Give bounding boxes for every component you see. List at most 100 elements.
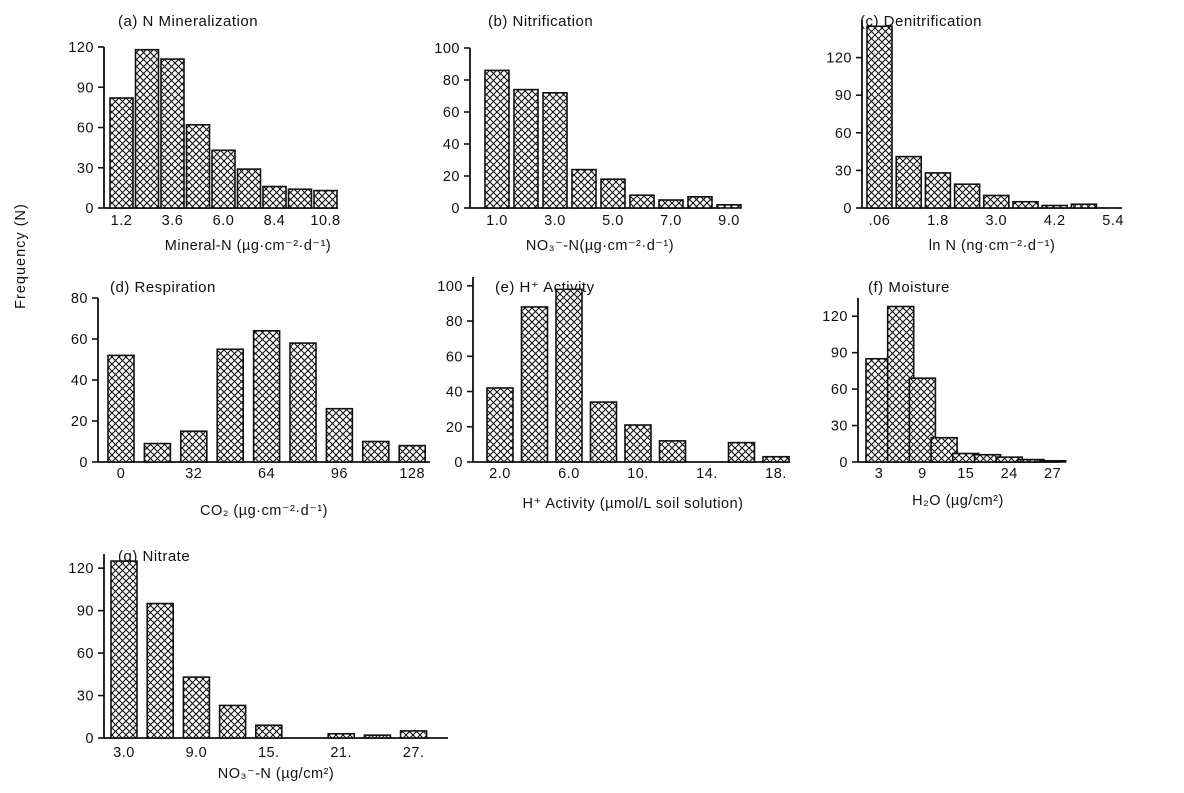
panel-d-y-tick-label: 40 bbox=[71, 373, 88, 389]
panel-a-y-tick-label: 120 bbox=[68, 40, 94, 56]
panel-e-y-tick-label: 40 bbox=[446, 385, 463, 401]
panel-d-title: (d) Respiration bbox=[110, 279, 216, 296]
panel-g-y-tick-label: 30 bbox=[77, 689, 94, 705]
panel-f-y-tick-label: 0 bbox=[839, 455, 848, 471]
panel-d-x-tick-label: 0 bbox=[117, 466, 126, 482]
panel-b-y-tick-label: 0 bbox=[451, 201, 460, 217]
panel-e-bar bbox=[486, 387, 514, 463]
panel-a-mineralization: (a) N Mineralization 0 30 60 90 120 1.2 3.6 6.0… bbox=[68, 13, 340, 254]
panel-e-x-tick-label: 18. bbox=[765, 466, 787, 482]
panel-d-bar bbox=[252, 329, 281, 463]
panel-f-moisture: (f) Moisture 0 30 60 90 120 3 9 15 24 27 H₂O (µg/… bbox=[822, 279, 1067, 509]
panel-e-x-tick-label: 2.0 bbox=[489, 466, 511, 482]
panel-c-y-tick-label: 0 bbox=[843, 201, 852, 217]
panel-b-y-tick-label: 60 bbox=[443, 105, 460, 121]
panel-c-x-axis-label: ln N (ng·cm⁻²·d⁻¹) bbox=[929, 238, 1056, 254]
panel-a-bar bbox=[185, 124, 211, 209]
panel-a-axes: 0 30 60 90 120 1.2 3.6 6.0 8.4 10.8 bbox=[68, 40, 340, 229]
panel-c-bar bbox=[1070, 203, 1098, 209]
panel-f-y-tick-label: 90 bbox=[831, 346, 848, 362]
panel-c-bar bbox=[982, 194, 1010, 209]
panel-f-axes: 0 30 60 90 120 3 9 15 24 27 bbox=[822, 298, 1061, 482]
panel-b-y-tick-label: 80 bbox=[443, 73, 460, 89]
panel-b-x-tick-label: 5.0 bbox=[602, 213, 624, 229]
panel-e-bar bbox=[658, 440, 687, 463]
panel-b-bars bbox=[484, 69, 742, 209]
panel-e-bar bbox=[589, 401, 618, 463]
panel-g-bar bbox=[363, 734, 392, 739]
panel-f-title: (f) Moisture bbox=[868, 279, 950, 296]
panel-g-x-tick-label: 9.0 bbox=[186, 745, 208, 761]
panel-b-x-tick-label: 9.0 bbox=[718, 213, 740, 229]
panel-g-x-tick-label: 15. bbox=[258, 745, 280, 761]
panel-c-x-tick-label: 4.2 bbox=[1044, 213, 1066, 229]
panel-f-bars bbox=[865, 305, 1067, 463]
panel-e-y-tick-label: 0 bbox=[454, 455, 463, 471]
panel-b-x-tick-label: 7.0 bbox=[660, 213, 682, 229]
panel-a-bar bbox=[313, 189, 338, 209]
panel-d-x-tick-label: 64 bbox=[258, 466, 275, 482]
panel-c-bar bbox=[953, 183, 981, 209]
panel-a-y-tick-label: 0 bbox=[85, 201, 94, 217]
panel-a-x-tick-label: 6.0 bbox=[213, 213, 235, 229]
panel-f-x-axis-label: H₂O (µg/cm²) bbox=[912, 493, 1004, 509]
panel-a-bar bbox=[262, 185, 287, 209]
panel-g-bar bbox=[255, 724, 283, 739]
panel-a-x-tick-label: 10.8 bbox=[310, 213, 340, 229]
panel-e-bars bbox=[486, 288, 790, 463]
panel-g-bar bbox=[399, 730, 428, 739]
panel-b-x-tick-label: 1.0 bbox=[486, 213, 508, 229]
panel-d-y-tick-label: 60 bbox=[71, 332, 88, 348]
panel-b-axes: 0 20 40 60 80 100 1.0 3.0 5.0 7.0 9.0 bbox=[434, 41, 740, 229]
panel-d-x-tick-label: 128 bbox=[399, 466, 425, 482]
panel-a-y-tick-label: 30 bbox=[77, 161, 94, 177]
panel-b-y-tick-label: 20 bbox=[443, 169, 460, 185]
panel-b-nitrification: (b) Nitrification 0 20 40 60 80 100 1.0 3.0 5.0 7… bbox=[434, 13, 742, 254]
panel-e-bar bbox=[727, 441, 756, 463]
panel-f-x-tick-label: 27 bbox=[1044, 466, 1061, 482]
panel-b-y-tick-label: 40 bbox=[443, 137, 460, 153]
panel-e-y-tick-label: 60 bbox=[446, 349, 463, 365]
panel-c-x-tick-label: 5.4 bbox=[1102, 213, 1124, 229]
panel-a-x-tick-label: 8.4 bbox=[264, 213, 286, 229]
panel-b-bar bbox=[629, 194, 655, 209]
panel-c-y-tick-label: 60 bbox=[835, 126, 852, 142]
panel-d-y-tick-label: 80 bbox=[71, 291, 88, 307]
panel-c-y-tick-label: 90 bbox=[835, 88, 852, 104]
panel-d-respiration: (d) Respiration 0 20 40 60 80 0 32 64 96 128 CO₂ … bbox=[71, 279, 430, 519]
panel-f-y-tick-label: 120 bbox=[822, 309, 848, 325]
panel-d-y-tick-label: 20 bbox=[71, 414, 88, 430]
panel-g-y-tick-label: 60 bbox=[77, 646, 94, 662]
panel-b-bar bbox=[571, 168, 597, 209]
panel-d-bar bbox=[107, 354, 135, 463]
panel-f-x-tick-label: 15 bbox=[957, 466, 974, 482]
panel-a-bar bbox=[109, 97, 134, 209]
panel-c-y-tick-label: 120 bbox=[826, 51, 852, 67]
panel-b-bar bbox=[600, 178, 626, 209]
panel-f-bar bbox=[1038, 459, 1067, 463]
panel-d-bar bbox=[361, 440, 390, 463]
panel-b-bar bbox=[484, 69, 510, 209]
panel-a-y-tick-label: 90 bbox=[77, 80, 94, 96]
panel-c-bar bbox=[895, 155, 923, 209]
panel-f-x-tick-label: 24 bbox=[1001, 466, 1018, 482]
panel-d-x-axis-label: CO₂ (µg·cm⁻²·d⁻¹) bbox=[200, 503, 328, 519]
panel-f-x-tick-label: 9 bbox=[918, 466, 927, 482]
panel-a-bar bbox=[287, 188, 313, 209]
panel-d-x-tick-label: 32 bbox=[185, 466, 202, 482]
panel-a-bar bbox=[134, 48, 160, 209]
panel-a-bar bbox=[211, 149, 236, 209]
panel-g-x-tick-label: 3.0 bbox=[113, 745, 135, 761]
panel-g-x-tick-label: 27. bbox=[403, 745, 425, 761]
panel-b-y-tick-label: 100 bbox=[434, 41, 460, 57]
panel-f-y-tick-label: 30 bbox=[831, 419, 848, 435]
panel-e-y-tick-label: 20 bbox=[446, 420, 463, 436]
panel-b-bar bbox=[513, 88, 539, 209]
panel-g-bar bbox=[182, 676, 211, 739]
panel-g-bar bbox=[110, 560, 138, 739]
panel-e-y-tick-label: 100 bbox=[437, 279, 463, 295]
panel-d-bar bbox=[398, 444, 427, 463]
panel-a-title: (a) N Mineralization bbox=[118, 13, 258, 30]
